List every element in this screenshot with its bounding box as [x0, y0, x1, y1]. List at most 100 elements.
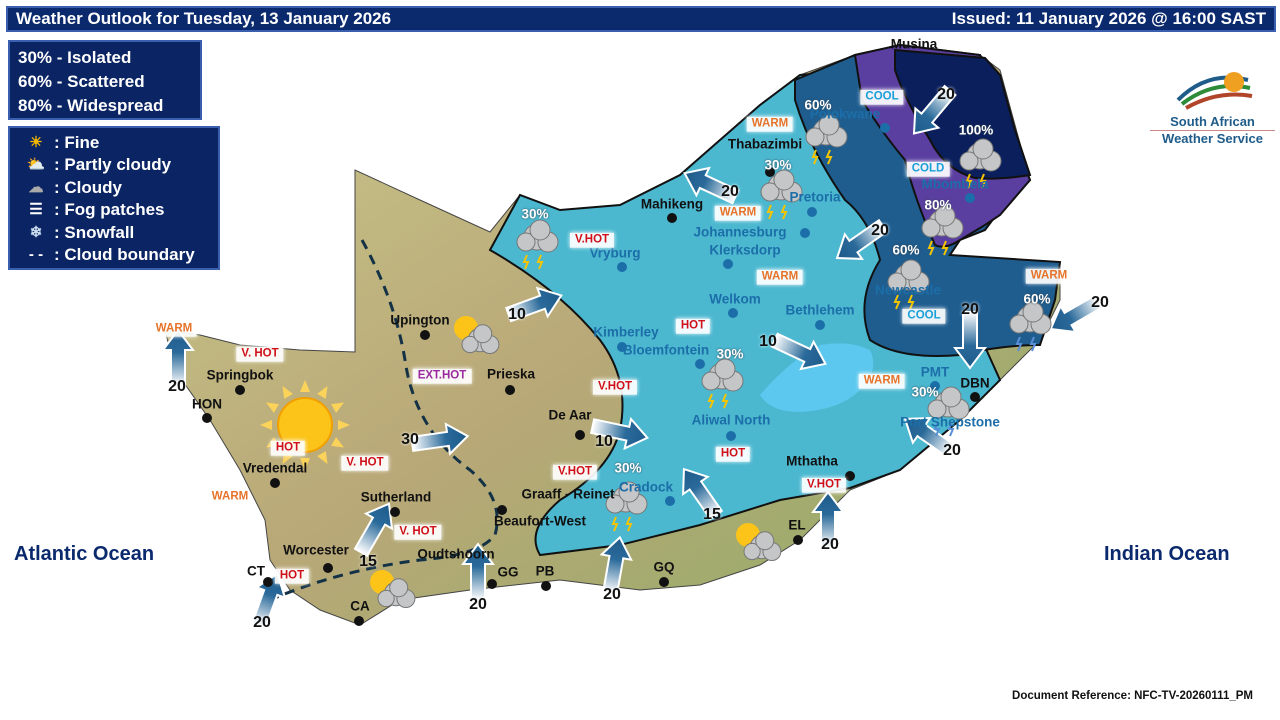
wind-arrow — [161, 328, 195, 387]
lesotho — [760, 343, 874, 412]
temperature-label: WARM — [211, 490, 249, 503]
thunderstorm-icon — [887, 259, 930, 310]
legend-cloudy: : Cloudy — [54, 177, 122, 197]
city-marker — [726, 431, 736, 441]
city-label: GG — [497, 564, 519, 580]
rain-probability: 80% — [924, 197, 952, 213]
city-label: Mthatha — [786, 453, 838, 469]
legend-fine: : Fine — [54, 133, 100, 152]
thunderstorm-icon — [921, 205, 964, 256]
temperature-label: V.HOT — [592, 379, 638, 395]
atlantic-ocean-label: Atlantic Ocean — [14, 543, 155, 565]
temperature-label: V. HOT — [394, 524, 442, 540]
wind-speed: 15 — [703, 506, 721, 524]
wind-arrow — [410, 422, 470, 456]
city-marker — [793, 535, 803, 545]
city-marker — [970, 392, 980, 402]
city-marker — [497, 505, 507, 515]
wind-arrow — [353, 502, 394, 558]
wind-speed: 10 — [759, 333, 777, 351]
legend-cloud-boundary: : Cloud boundary — [54, 245, 195, 265]
wind-arrow — [835, 218, 889, 260]
logo-line1: South African — [1170, 114, 1255, 129]
wind-arrow — [505, 286, 563, 323]
rain-probability: 30% — [521, 206, 549, 222]
city-marker — [845, 471, 855, 481]
legend-isolated: 30% - Isolated — [18, 48, 132, 67]
wind-arrow — [682, 467, 724, 521]
city-marker — [659, 577, 669, 587]
city-marker — [880, 123, 890, 133]
partly-cloudy-icon — [454, 316, 500, 354]
rain-cloud-icon — [927, 386, 970, 437]
city-label: Prieska — [486, 366, 536, 382]
wind-speed: 20 — [961, 301, 979, 319]
temperature-label: HOT — [715, 446, 751, 462]
city-label: GQ — [653, 559, 675, 575]
temperature-label: WARM — [150, 321, 198, 337]
city-label: Polokwane — [809, 106, 881, 122]
city-label: Thabazimbi — [727, 136, 803, 152]
city-label: Upington — [390, 312, 450, 328]
thunderstorm-icon — [805, 114, 848, 165]
city-marker — [723, 259, 733, 269]
wind-arrow — [770, 332, 827, 371]
temperature-label: COOL — [902, 308, 946, 324]
city-marker — [665, 496, 675, 506]
thunderstorm-icon — [605, 481, 648, 532]
city-marker — [617, 342, 627, 352]
wind-arrow — [903, 417, 957, 459]
temperature-label: HOT — [675, 318, 711, 334]
city-label: Newcastle — [874, 282, 942, 298]
partly-cloudy-icon: ⛅ — [26, 156, 46, 174]
wind-speed: 20 — [1091, 294, 1109, 312]
city-marker — [728, 308, 738, 318]
page-title: Weather Outlook for Tuesday, 13 January … — [16, 9, 392, 28]
city-label: Cradock — [618, 479, 674, 495]
city-label: Bloemfontein — [622, 342, 710, 358]
saws-logo: South African Weather Service — [1150, 60, 1275, 147]
temperature-label: V. HOT — [341, 455, 389, 471]
city-marker — [695, 359, 705, 369]
legend-widespread: 80% - Widespread — [18, 96, 164, 115]
city-label: Aliwal North — [691, 412, 771, 428]
wind-arrow — [811, 490, 845, 549]
city-marker — [807, 207, 817, 217]
wind-arrow — [589, 416, 650, 451]
city-label: Oudtshoorn — [417, 546, 495, 562]
symbol-legend: ☀: Fine ⛅: Partly cloudy ☁: Cloudy ☰: Fo… — [8, 126, 220, 270]
probability-legend: 30% - Isolated 60% - Scattered 80% - Wid… — [8, 40, 202, 120]
city-marker — [765, 167, 775, 177]
saws-logo-emblem — [1176, 72, 1252, 110]
city-label: HON — [192, 396, 222, 412]
rain-probability: 60% — [804, 97, 832, 113]
city-marker — [667, 213, 677, 223]
issued-time: Issued: 11 January 2026 @ 16:00 SAST — [951, 9, 1266, 28]
wind-speed: 20 — [469, 596, 487, 614]
city-label: Welkom — [709, 291, 761, 307]
temperature-label: V.HOT — [569, 232, 615, 248]
legend-partly-cloudy: : Partly cloudy — [54, 155, 172, 175]
wind-arrow — [599, 535, 633, 595]
temperature-label: WARM — [1025, 268, 1073, 284]
city-label: Klerksdorp — [709, 242, 781, 258]
wind-speed: 20 — [821, 536, 839, 554]
city-label: Mbombela — [921, 176, 989, 192]
wind-speed: 10 — [595, 433, 613, 451]
rain-probability: 60% — [1023, 291, 1051, 307]
city-label: Vredendal — [242, 460, 308, 476]
city-label: Johannesburg — [693, 224, 787, 240]
city-label: CT — [247, 563, 265, 579]
city-label: CA — [350, 598, 370, 614]
rain-probability: 30% — [614, 460, 642, 476]
wind-arrow — [953, 311, 987, 370]
city-label: DBN — [960, 375, 990, 391]
wind-arrow — [461, 542, 495, 601]
city-marker — [505, 385, 515, 395]
thunderstorm-icon — [760, 169, 803, 220]
city-marker — [930, 381, 940, 391]
wind-arrow — [683, 166, 740, 205]
legend-scattered: 60% - Scattered — [18, 72, 145, 91]
temperature-label: HOT — [270, 440, 306, 456]
temperature-label: EXT.HOT — [412, 368, 472, 384]
